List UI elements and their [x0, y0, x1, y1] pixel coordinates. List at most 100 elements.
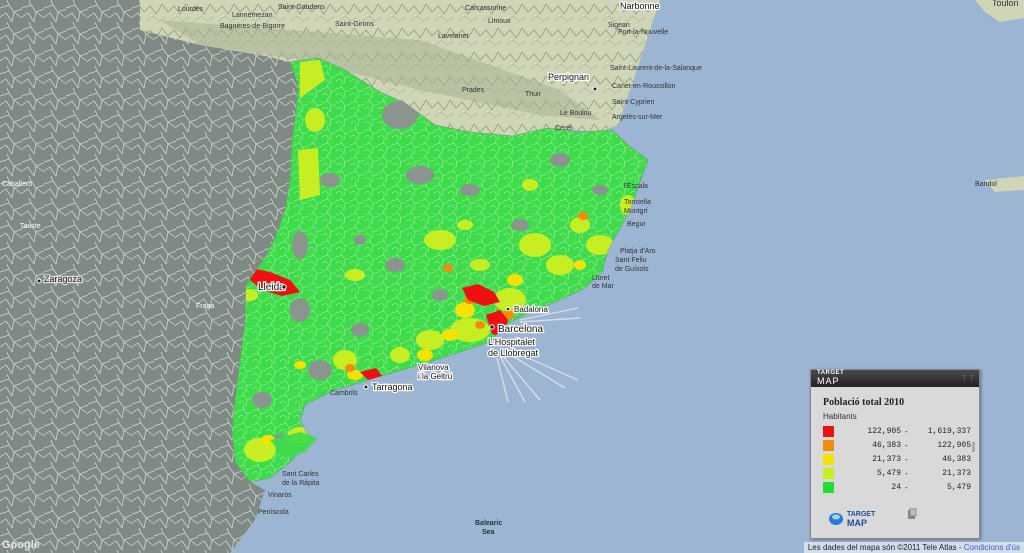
label-tauste: Tauste: [20, 223, 41, 230]
legend-panel: TARGET MAP ⋮⋮ Població total 2010 Habita…: [810, 369, 980, 539]
city-markers: [36, 86, 598, 390]
legend-title: Població total 2010: [823, 397, 905, 408]
legend-row: 122,905 - 1,619,337: [823, 424, 973, 438]
label-le-boulou: Le Boulou: [560, 110, 592, 117]
legend-row: 46,383 - 122,905: [823, 438, 973, 452]
label-escala: l'Escala: [624, 183, 648, 190]
legend-min: 5,479: [876, 469, 901, 478]
legend-row: 24 - 5,479: [823, 480, 973, 494]
legend-max: 122,905: [937, 441, 971, 450]
legend-dash: -: [905, 441, 908, 450]
label-prades: Prades: [462, 87, 485, 94]
label-saint-laurent: Saint-Laurent-de-la-Salanque: [610, 65, 702, 72]
print-icon[interactable]: [907, 508, 917, 520]
legend-max: 21,373: [942, 469, 971, 478]
label-sea-2: Sea: [482, 529, 495, 536]
label-ceret: Céret: [555, 125, 572, 132]
map-attribution: Les dades del mapa són ©2011 Tele Atlas …: [803, 542, 1024, 553]
catalonia-choropleth: [231, 57, 649, 483]
legend-brand-bottom: MAP: [817, 376, 840, 386]
label-zaragoza: Zaragoza: [44, 274, 82, 284]
label-sigean: Sigean: [608, 22, 630, 29]
legend-max: 46,383: [942, 455, 971, 464]
legend-swatch: [823, 482, 834, 493]
legend-scrollbar[interactable]: [972, 442, 975, 452]
legend-brand-top: TARGET: [817, 370, 845, 376]
legend-subtitle: Habitants: [823, 412, 857, 421]
legend-swatch: [823, 440, 834, 451]
label-hospitalet-2: de Llobregat: [488, 348, 539, 358]
label-lloret-1: Lloret: [592, 275, 610, 282]
label-canet: Canet-en-Roussillon: [612, 83, 676, 90]
label-narbonne: Narbonne: [620, 1, 660, 11]
provence-coast: [975, 0, 1024, 22]
label-argeles: Argelès-sur-Mer: [612, 114, 663, 121]
legend-swatch: [823, 454, 834, 465]
label-port-la-nouvelle: Port-la-Nouvelle: [618, 29, 668, 36]
label-sant-feliu-2: de Guíxols: [615, 266, 649, 273]
label-lourdes: Lourdes: [178, 6, 204, 13]
label-peniscola: Peníscola: [258, 509, 289, 516]
label-lavelanet: Lavelanet: [438, 33, 468, 40]
targetmap-logo[interactable]: TARGET MAP: [827, 506, 897, 530]
label-platja: Platja d'Aro: [620, 248, 656, 255]
legend-swatch: [823, 426, 834, 437]
legend-dash: -: [905, 483, 908, 492]
drag-handle-icon[interactable]: ⋮⋮: [961, 375, 975, 382]
label-sant-carles-1: Sant Carles: [282, 471, 319, 478]
label-badalona: Badalona: [514, 305, 548, 314]
label-lannemezan: Lannemezan: [232, 12, 273, 19]
label-begur: Begur: [627, 221, 646, 228]
label-carcassonne: Carcassonne: [465, 5, 506, 12]
legend-min: 122,905: [867, 427, 901, 436]
label-saint-gaudens: Saint-Gaudens: [278, 4, 325, 11]
legend-min: 46,383: [872, 441, 901, 450]
label-limoux: Limoux: [488, 18, 511, 25]
aragon-municipalities: [0, 0, 298, 553]
label-sant-feliu-1: Sant Feliu: [615, 257, 647, 264]
attribution-text: Les dades del mapa són ©2011 Tele Atlas …: [807, 543, 964, 552]
mountain-shade: [160, 20, 600, 120]
label-hospitalet-1: L'Hospitalet: [488, 337, 535, 347]
legend-dash: -: [905, 455, 908, 464]
legend-dash: -: [905, 469, 908, 478]
legend-row: 5,479 - 21,373: [823, 466, 973, 480]
label-toulon: Toulon: [992, 0, 1019, 8]
label-lloret-2: de Mar: [592, 283, 614, 290]
google-logo: Google: [2, 539, 40, 551]
label-tarragona: Tarragona: [372, 382, 413, 392]
legend-swatch: [823, 468, 834, 479]
label-bandol: Bandol: [975, 181, 997, 188]
legend-row: 21,373 - 46,383: [823, 452, 973, 466]
logo-text-top: TARGET: [847, 511, 876, 518]
label-barcelona: Barcelona: [498, 324, 543, 335]
label-bagneres: Bagnères-de-Bigorre: [220, 23, 285, 30]
label-vilanova-2: i la Geltrú: [418, 372, 452, 381]
label-cambrils: Cambrils: [330, 390, 358, 397]
label-perpignan: Perpignan: [548, 72, 589, 82]
legend-min: 21,373: [872, 455, 901, 464]
provence-coast-2: [985, 176, 1024, 192]
legend-max: 1,619,337: [927, 427, 971, 436]
logo-text-bottom: MAP: [847, 518, 867, 528]
label-sant-carles-2: de la Ràpita: [282, 480, 319, 487]
label-vinaros: Vinaròs: [268, 492, 292, 499]
label-saint-cyprien: Saint-Cyprien: [612, 99, 655, 106]
legend-dash: -: [905, 427, 908, 436]
label-saint-girons: Saint-Girons: [335, 21, 374, 28]
label-caballero: Caballero: [2, 181, 32, 188]
legend-max: 5,479: [946, 483, 971, 492]
label-fraga: Fraga: [196, 303, 214, 310]
label-thuir: Thuir: [525, 91, 542, 98]
label-sea-1: Balearic: [475, 520, 502, 527]
legend-min: 24: [891, 483, 901, 492]
label-vilanova-1: Vilanova: [418, 363, 449, 372]
legend-header[interactable]: TARGET MAP ⋮⋮: [811, 370, 979, 387]
label-lleida: Lleida: [258, 282, 285, 293]
place-labels: Lourdes Lannemezan Saint-Gaudens Bagnère…: [2, 0, 1019, 536]
label-montgri: Montgrí: [624, 208, 648, 215]
port-lines: [496, 307, 581, 403]
legend-rows: 122,905 - 1,619,337 46,383 - 122,905 21,…: [823, 424, 973, 494]
terms-link[interactable]: Condicions d'ús: [963, 543, 1020, 552]
